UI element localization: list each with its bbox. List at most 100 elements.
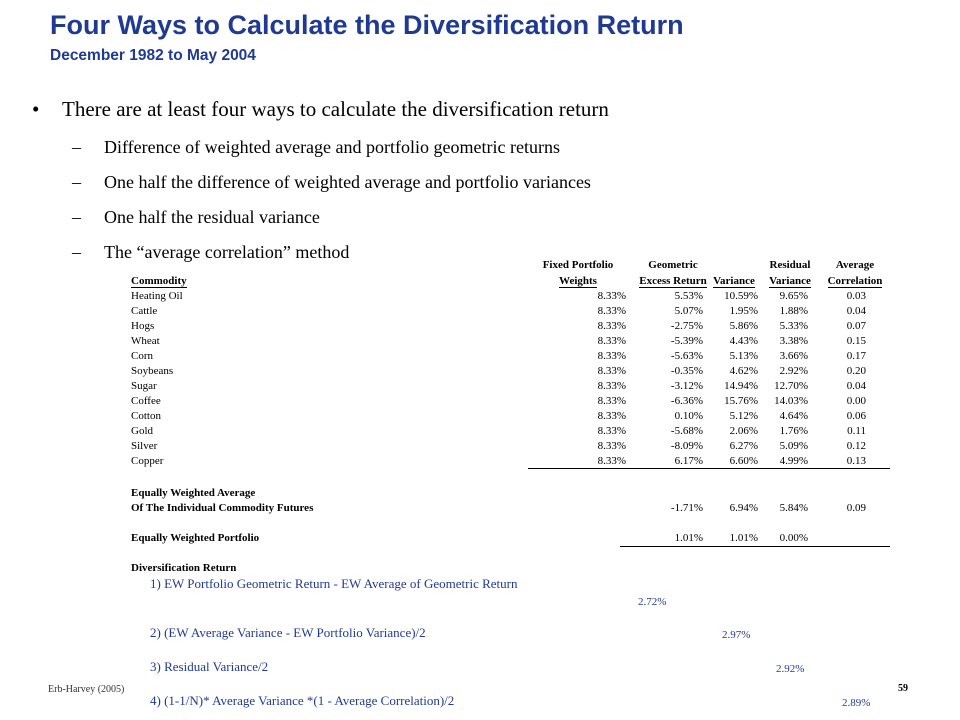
header-variance: Variance bbox=[713, 275, 755, 288]
weight-cell: 8.33% bbox=[597, 320, 626, 332]
method-2-value: 2.97% bbox=[722, 629, 751, 641]
method-3-value: 2.92% bbox=[776, 663, 805, 675]
correlation-cell: 0.03 bbox=[846, 290, 866, 302]
main-bullet: • There are at least four ways to calcula… bbox=[32, 97, 609, 122]
ew-portfolio-row: Equally Weighted Portfolio 1.01% 1.01% 0… bbox=[128, 531, 890, 546]
weight-cell: 8.33% bbox=[597, 380, 626, 392]
method-3-text: 3) Residual Variance/2 bbox=[150, 659, 269, 674]
table-row: Cattle 8.33% 5.07% 1.95% 1.88% 0.04 bbox=[128, 304, 890, 319]
residual-cell: 1.76% bbox=[779, 425, 808, 437]
header-residual-2: Variance bbox=[769, 275, 811, 288]
geo-return-cell: -5.68% bbox=[670, 425, 703, 437]
header-commodity: Commodity bbox=[131, 275, 187, 288]
table-divider bbox=[528, 468, 890, 469]
table-row: Hogs 8.33% -2.75% 5.86% 5.33% 0.07 bbox=[128, 319, 890, 334]
correlation-cell: 0.07 bbox=[846, 320, 866, 332]
ew-portfolio-residual: 0.00% bbox=[779, 532, 808, 544]
sub-bullet-text: Difference of weighted average and portf… bbox=[104, 137, 560, 157]
commodity-name: Soybeans bbox=[131, 365, 174, 377]
method-1-text: 1) EW Portfolio Geometric Return - EW Av… bbox=[150, 576, 518, 591]
ew-average-label-2: Of The Individual Commodity Futures bbox=[131, 502, 314, 514]
residual-cell: 14.03% bbox=[774, 395, 808, 407]
correlation-cell: 0.06 bbox=[846, 410, 866, 422]
header-geo-2: Excess Return bbox=[639, 275, 707, 288]
residual-cell: 12.70% bbox=[774, 380, 808, 392]
ew-portfolio-label: Equally Weighted Portfolio bbox=[131, 532, 260, 544]
commodity-name: Corn bbox=[131, 350, 153, 362]
table-row: Cotton 8.33% 0.10% 5.12% 4.64% 0.06 bbox=[128, 409, 890, 424]
ew-portfolio-variance: 1.01% bbox=[729, 532, 758, 544]
table-row: Heating Oil 8.33% 5.53% 10.59% 9.65% 0.03 bbox=[128, 289, 890, 304]
geo-return-cell: 6.17% bbox=[674, 455, 703, 467]
residual-cell: 3.38% bbox=[779, 335, 808, 347]
sub-bullet-text: One half the residual variance bbox=[104, 207, 320, 227]
variance-cell: 4.43% bbox=[729, 335, 758, 347]
correlation-cell: 0.15 bbox=[846, 335, 866, 347]
page-subtitle: December 1982 to May 2004 bbox=[50, 47, 256, 64]
ew-portfolio-geo: 1.01% bbox=[674, 532, 703, 544]
footer-source: Erb-Harvey (2005) bbox=[48, 684, 125, 695]
commodity-name: Gold bbox=[131, 425, 153, 437]
dash-icon: – bbox=[72, 207, 81, 227]
portfolio-divider bbox=[620, 546, 890, 547]
commodity-name: Cotton bbox=[131, 410, 161, 422]
commodity-name: Silver bbox=[131, 440, 158, 452]
variance-cell: 4.62% bbox=[729, 365, 758, 377]
variance-cell: 15.76% bbox=[724, 395, 758, 407]
correlation-cell: 0.12 bbox=[846, 440, 866, 452]
variance-cell: 1.95% bbox=[729, 305, 758, 317]
residual-cell: 2.92% bbox=[779, 365, 808, 377]
variance-cell: 6.60% bbox=[729, 455, 758, 467]
variance-cell: 5.12% bbox=[729, 410, 758, 422]
ew-average-residual: 5.84% bbox=[779, 502, 808, 514]
geo-return-cell: -6.36% bbox=[670, 395, 703, 407]
weight-cell: 8.33% bbox=[597, 440, 626, 452]
correlation-cell: 0.20 bbox=[846, 365, 866, 377]
sub-bullet-2: – One half the difference of weighted ave… bbox=[72, 172, 591, 193]
commodity-name: Copper bbox=[131, 455, 164, 467]
table-row: Sugar 8.33% -3.12% 14.94% 12.70% 0.04 bbox=[128, 379, 890, 394]
geo-return-cell: -5.63% bbox=[670, 350, 703, 362]
ew-average-row: Of The Individual Commodity Futures -1.7… bbox=[128, 501, 890, 516]
table-row: Corn 8.33% -5.63% 5.13% 3.66% 0.17 bbox=[128, 349, 890, 364]
header-residual-1: Residual bbox=[769, 259, 811, 271]
geo-return-cell: 5.53% bbox=[674, 290, 703, 302]
sub-bullet-3: – One half the residual variance bbox=[72, 207, 320, 228]
variance-cell: 5.13% bbox=[729, 350, 758, 362]
variance-cell: 14.94% bbox=[724, 380, 758, 392]
residual-cell: 4.64% bbox=[779, 410, 808, 422]
weight-cell: 8.33% bbox=[597, 290, 626, 302]
main-bullet-text: There are at least four ways to calculat… bbox=[62, 97, 609, 121]
commodity-name: Cattle bbox=[131, 305, 158, 317]
sub-bullet-1: – Difference of weighted average and port… bbox=[72, 137, 560, 158]
variance-cell: 5.86% bbox=[729, 320, 758, 332]
table-row: Wheat 8.33% -5.39% 4.43% 3.38% 0.15 bbox=[128, 334, 890, 349]
commodity-name: Sugar bbox=[131, 380, 157, 392]
dash-icon: – bbox=[72, 137, 81, 157]
correlation-cell: 0.17 bbox=[846, 350, 866, 362]
weight-cell: 8.33% bbox=[597, 365, 626, 377]
table-row: Silver 8.33% -8.09% 6.27% 5.09% 0.12 bbox=[128, 439, 890, 454]
sub-bullet-4: – The “average correlation” method bbox=[72, 242, 349, 263]
table-row: Gold 8.33% -5.68% 2.06% 1.76% 0.11 bbox=[128, 424, 890, 439]
commodity-name: Coffee bbox=[131, 395, 161, 407]
table-row: Coffee 8.33% -6.36% 15.76% 14.03% 0.00 bbox=[128, 394, 890, 409]
weight-cell: 8.33% bbox=[597, 305, 626, 317]
variance-cell: 10.59% bbox=[724, 290, 758, 302]
bullet-dot-icon: • bbox=[32, 97, 40, 121]
table-row: Copper 8.33% 6.17% 6.60% 4.99% 0.13 bbox=[128, 454, 890, 469]
geo-return-cell: -2.75% bbox=[670, 320, 703, 332]
header-corr-2: Correlation bbox=[827, 275, 883, 288]
geo-return-cell: -3.12% bbox=[670, 380, 703, 392]
weight-cell: 8.33% bbox=[597, 335, 626, 347]
weight-cell: 8.33% bbox=[597, 455, 626, 467]
correlation-cell: 0.00 bbox=[846, 395, 866, 407]
method-4-text: 4) (1-1/N)* Average Variance *(1 - Avera… bbox=[150, 693, 455, 708]
geo-return-cell: 0.10% bbox=[674, 410, 703, 422]
sub-bullet-text: One half the difference of weighted aver… bbox=[104, 172, 591, 192]
residual-cell: 9.65% bbox=[779, 290, 808, 302]
correlation-cell: 0.04 bbox=[846, 305, 866, 317]
residual-cell: 3.66% bbox=[779, 350, 808, 362]
correlation-cell: 0.13 bbox=[846, 455, 866, 467]
variance-cell: 2.06% bbox=[729, 425, 758, 437]
